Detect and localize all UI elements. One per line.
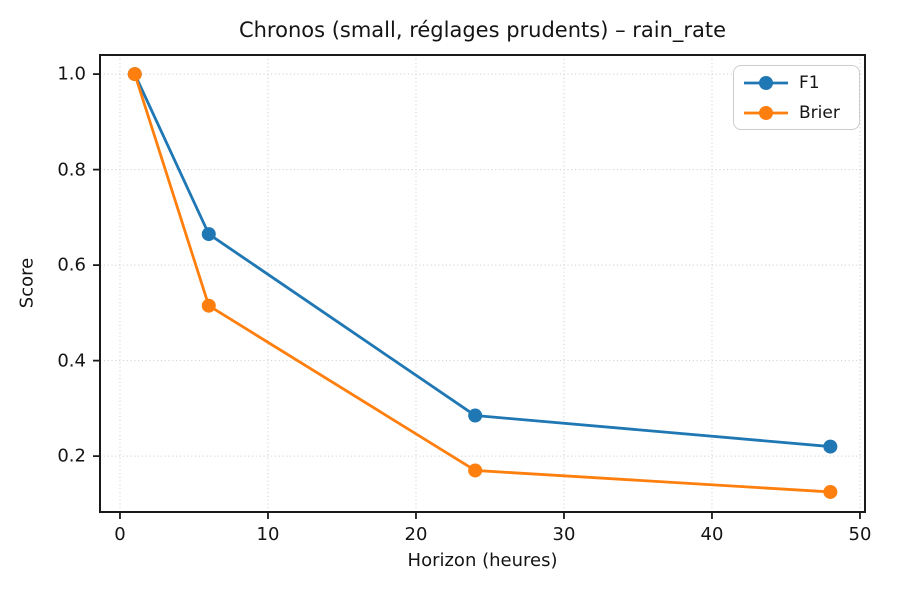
- grid: [100, 55, 865, 512]
- x-tick-label-0: 0: [114, 524, 126, 545]
- data-point-f1: [468, 408, 483, 423]
- y-tick-label-0.8: 0.8: [57, 159, 86, 181]
- y-tick-label-0.6: 0.6: [57, 254, 86, 276]
- data-point-f1: [201, 227, 216, 242]
- x-tick-label-10: 10: [256, 524, 280, 545]
- brier-line-sample-icon: [744, 105, 788, 120]
- data-point-brier: [468, 463, 483, 478]
- y-tick-label-0.4: 0.4: [57, 350, 86, 372]
- y-tick-label-1.0: 1.0: [57, 63, 86, 85]
- axes-frame: [99, 54, 866, 513]
- chart-title: Chronos (small, réglages prudents) – rai…: [238, 18, 727, 42]
- legend-label-f1: F1: [799, 72, 820, 93]
- x-tick-label-30: 30: [552, 524, 576, 545]
- x-tick-label-50: 50: [848, 524, 872, 545]
- series-f1: [127, 67, 838, 454]
- legend-item-brier: Brier: [743, 102, 851, 124]
- legend-item-f1: F1: [743, 72, 851, 94]
- x-tick-label-20: 20: [404, 524, 428, 545]
- data-point-brier: [823, 484, 838, 499]
- data-point-brier: [201, 298, 216, 313]
- legend-label-brier: Brier: [799, 102, 840, 123]
- y-tick-label-0.2: 0.2: [57, 445, 86, 467]
- data-point-f1: [823, 439, 838, 454]
- legend: F1 Brier: [733, 65, 860, 130]
- series-brier: [127, 67, 838, 499]
- data-point-brier: [127, 67, 142, 82]
- axis-ticks: [93, 73, 861, 519]
- x-tick-label-40: 40: [700, 524, 724, 545]
- f1-line-sample-icon: [744, 75, 788, 90]
- x-axis-label: Horizon (heures): [407, 550, 558, 571]
